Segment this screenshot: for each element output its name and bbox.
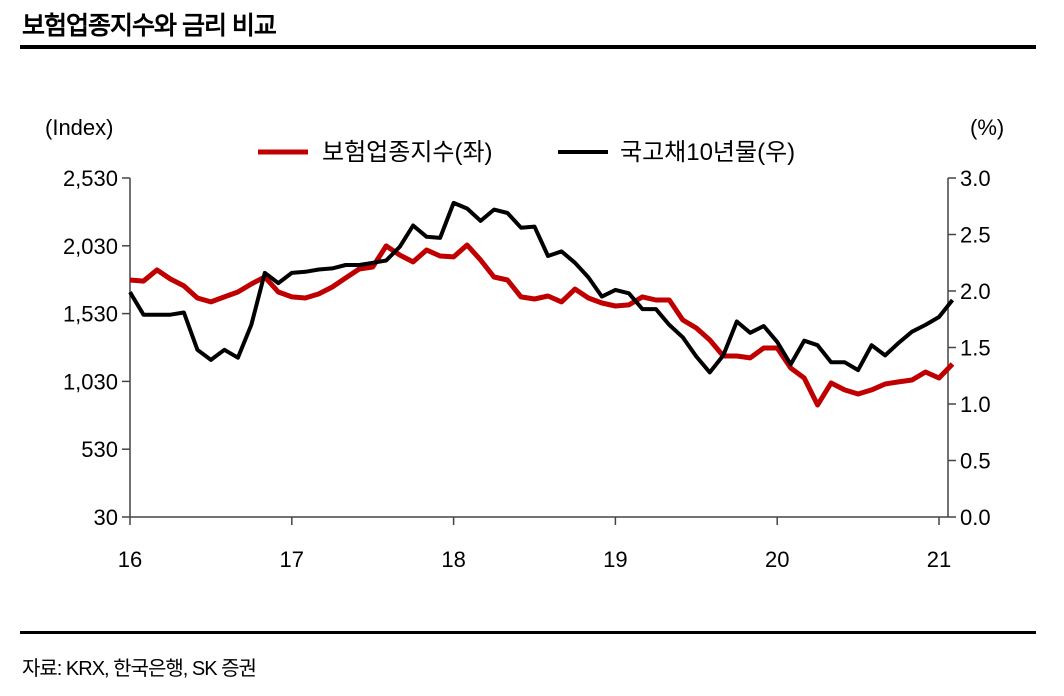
right-tick-label: 1.0 <box>960 392 991 417</box>
left-tick-label: 2,530 <box>63 166 118 191</box>
left-tick-label: 2,030 <box>63 234 118 259</box>
left-tick-label: 530 <box>81 437 118 462</box>
legend-label: 보험업종지수(좌) <box>322 139 493 166</box>
series-line-treasury-10y <box>128 200 955 375</box>
left-tick-label: 1,030 <box>63 369 118 394</box>
right-tick-label: 0.0 <box>960 505 991 530</box>
axes: (Index) (%) 2,530 2,030 1,530 1,030 530 30 3.0 2.… <box>45 115 1004 572</box>
right-tick-label: 0.5 <box>960 449 991 474</box>
x-tick-label: 18 <box>441 547 465 572</box>
legend-label: 국고채10년물(우) <box>620 139 795 166</box>
x-tick-label: 21 <box>927 547 951 572</box>
x-tick-label: 16 <box>118 547 142 572</box>
right-tick-label: 1.5 <box>960 336 991 361</box>
x-tick-label: 19 <box>603 547 627 572</box>
right-axis-label: (%) <box>970 115 1004 140</box>
left-tick-label: 1,530 <box>63 302 118 327</box>
right-tick-label: 3.0 <box>960 166 991 191</box>
chart-title: 보험업종지수와 금리 비교 <box>22 12 277 40</box>
left-axis-label: (Index) <box>45 115 113 140</box>
series-line-insurance-index <box>129 242 955 408</box>
right-tick-label: 2.0 <box>960 279 991 304</box>
right-tick-label: 2.5 <box>960 223 991 248</box>
legend: 보험업종지수(좌) 국고채10년물(우) <box>258 139 795 166</box>
left-tick-label: 30 <box>94 505 118 530</box>
top-divider <box>20 45 1036 49</box>
source-note: 자료: KRX, 한국은행, SK 증권 <box>22 658 257 680</box>
chart: (Index) (%) 2,530 2,030 1,530 1,030 530 30 3.0 2.… <box>45 115 1004 572</box>
series-lines <box>128 200 955 408</box>
x-tick-label: 17 <box>280 547 304 572</box>
bottom-divider <box>20 631 1036 634</box>
x-tick-label: 20 <box>765 547 789 572</box>
